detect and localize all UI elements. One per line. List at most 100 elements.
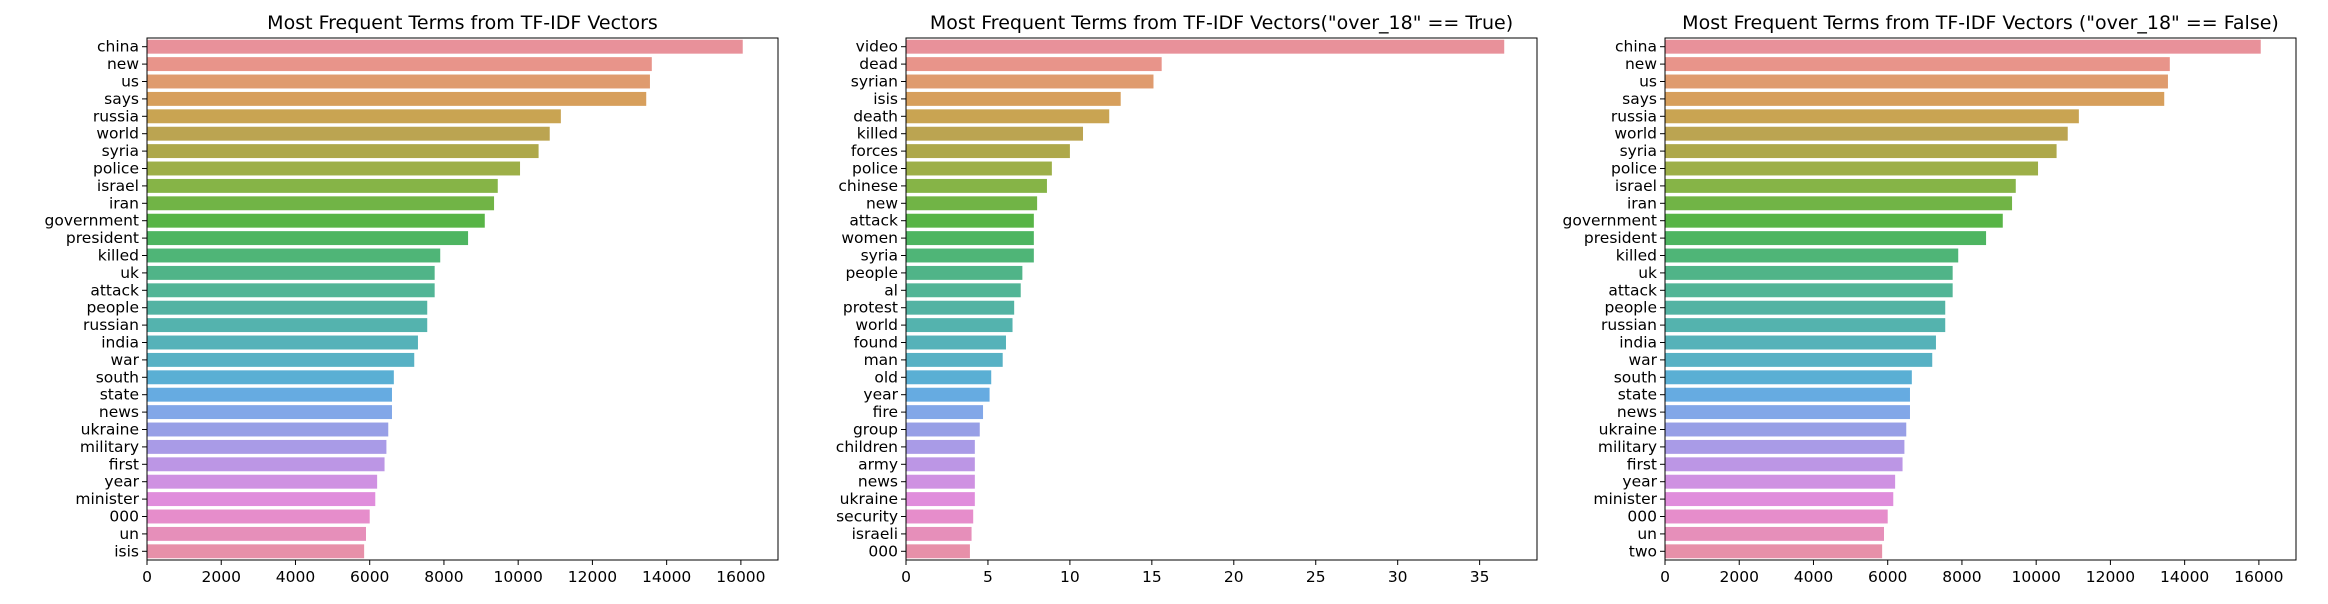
bar-president (147, 231, 469, 246)
bar-news (906, 474, 975, 489)
y-tick-label: us (121, 73, 139, 91)
y-tick-label: new (866, 194, 898, 212)
y-tick-label: death (853, 107, 898, 125)
y-tick-label: people (1604, 299, 1657, 317)
bar-russian (1665, 318, 1946, 333)
bar-china (1665, 39, 2261, 54)
y-tick-label: iran (109, 194, 139, 212)
y-tick-label: police (1611, 160, 1657, 178)
y-tick-label: children (836, 438, 898, 456)
x-tick-label: 14000 (2160, 568, 2209, 586)
y-tick-label: police (93, 160, 139, 178)
y-tick-label: israel (1615, 177, 1657, 195)
y-tick-label: found (854, 334, 898, 352)
y-tick-label: army (858, 455, 898, 473)
bar-police (1665, 161, 2039, 176)
y-tick-label: security (836, 508, 898, 526)
bar-chinese (906, 178, 1047, 193)
y-tick-label: year (1622, 473, 1657, 491)
y-tick-label: news (99, 403, 139, 421)
bar-minister (147, 492, 376, 507)
bar-india (1665, 335, 1936, 350)
bar-fire (906, 405, 984, 420)
y-tick-label: us (1639, 73, 1657, 91)
y-tick-label: world (1614, 125, 1657, 143)
bar-israel (1665, 178, 2016, 193)
bar-people (147, 300, 428, 315)
bar-uk (147, 265, 435, 280)
bar-minister (1665, 492, 1894, 507)
y-tick-label: group (853, 421, 898, 439)
chart-title: Most Frequent Terms from TF-IDF Vectors(… (930, 12, 1513, 34)
bar-ukraine (1665, 422, 1907, 437)
y-tick-label: world (855, 316, 898, 334)
y-tick-label: people (86, 299, 139, 317)
bar-un (1665, 526, 1884, 541)
bar-iran (147, 196, 495, 211)
y-tick-label: israel (97, 177, 139, 195)
x-tick-label: 6000 (350, 568, 389, 586)
y-tick-label: un (1637, 525, 1657, 543)
bar-says (147, 91, 647, 106)
bar-man (906, 352, 1003, 367)
x-tick-label: 10000 (2012, 568, 2061, 586)
bar-russian (147, 318, 428, 333)
y-tick-label: war (1628, 351, 1657, 369)
y-tick-label: isis (114, 542, 139, 560)
bar-israeli (906, 526, 972, 541)
y-tick-label: ukraine (840, 490, 898, 508)
bar-india (147, 335, 418, 350)
y-tick-label: military (1598, 438, 1657, 456)
y-tick-label: attack (90, 281, 139, 299)
bar-world (1665, 126, 2068, 141)
x-tick-label: 12000 (568, 568, 617, 586)
y-tick-label: china (1615, 38, 1657, 56)
x-tick-label: 8000 (1942, 568, 1981, 586)
y-tick-label: news (858, 473, 898, 491)
x-tick-label: 14000 (642, 568, 691, 586)
y-tick-label: police (852, 160, 898, 178)
y-tick-label: world (96, 125, 139, 143)
y-tick-label: says (104, 90, 139, 108)
bar-first (1665, 457, 1903, 472)
bar-police (906, 161, 1052, 176)
bar-death (906, 109, 1110, 124)
y-tick-label: government (1563, 212, 1658, 230)
bar-south (1665, 370, 1912, 385)
y-tick-label: israeli (852, 525, 898, 543)
bar-killed (147, 248, 441, 263)
bar-syria (147, 144, 539, 159)
y-tick-label: first (1627, 455, 1657, 473)
y-tick-label: india (101, 334, 139, 352)
y-tick-label: year (104, 473, 139, 491)
bar-war (147, 352, 415, 367)
bar-protest (906, 300, 1015, 315)
y-tick-label: uk (120, 264, 139, 282)
y-tick-label: russia (93, 107, 139, 125)
bar-video (906, 39, 1505, 54)
bar-forces (906, 144, 1070, 159)
bar-ukraine (906, 492, 975, 507)
x-tick-label: 2000 (202, 568, 241, 586)
bar-year (1665, 474, 1896, 489)
y-tick-label: 000 (1627, 508, 1657, 526)
axes-frame (1664, 37, 2297, 561)
chart-title: Most Frequent Terms from TF-IDF Vectors (267, 12, 658, 34)
chart-title: Most Frequent Terms from TF-IDF Vectors … (1682, 12, 2279, 34)
x-tick-label: 0 (1660, 568, 1670, 586)
y-tick-label: uk (1638, 264, 1657, 282)
bar-us (147, 74, 650, 89)
y-tick-label: says (1622, 90, 1657, 108)
bar-president (1665, 231, 1987, 246)
y-tick-label: military (80, 438, 139, 456)
x-tick-label: 16000 (2234, 568, 2283, 586)
bar-isis (147, 544, 365, 559)
y-tick-label: killed (1616, 247, 1657, 265)
bar-army (906, 457, 975, 472)
y-tick-label: government (45, 212, 140, 230)
x-tick-label: 4000 (1794, 568, 1833, 586)
y-tick-label: minister (1593, 490, 1657, 508)
y-tick-label: state (100, 386, 139, 404)
y-tick-label: two (1629, 542, 1657, 560)
